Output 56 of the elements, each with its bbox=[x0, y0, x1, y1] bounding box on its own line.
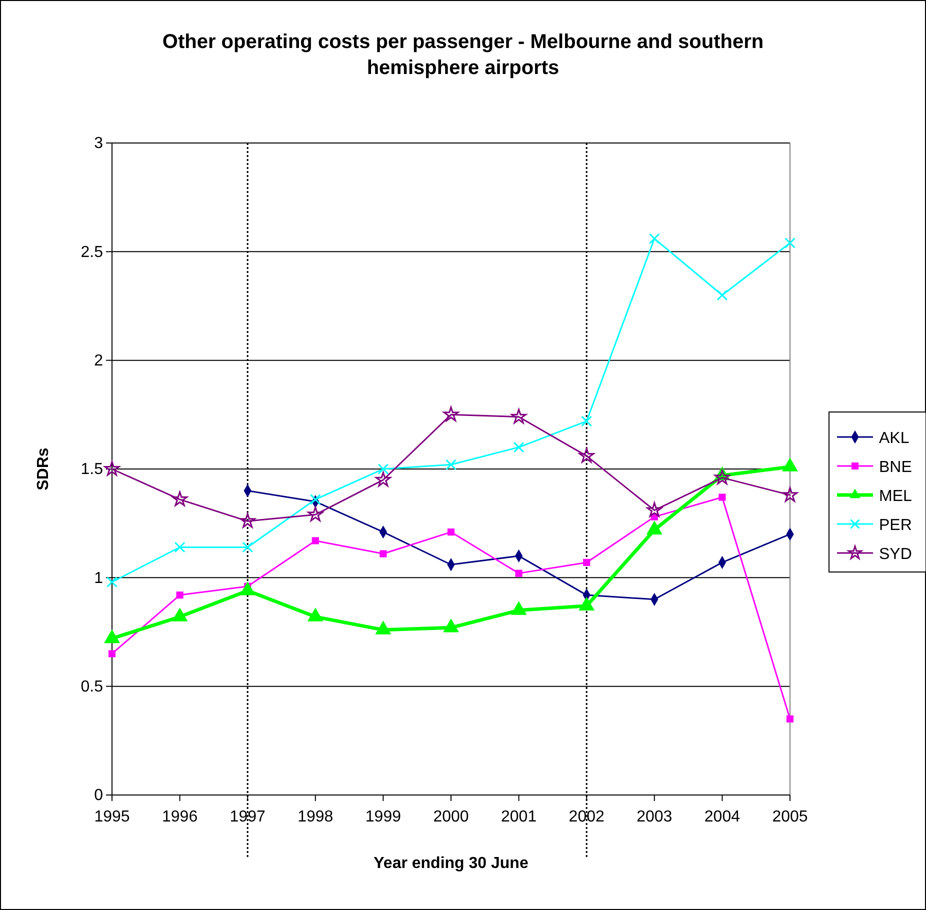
point bbox=[176, 592, 184, 599]
x-tick-label: 2003 bbox=[636, 808, 672, 826]
point bbox=[648, 233, 660, 244]
legend-label: PER bbox=[879, 517, 912, 534]
point bbox=[515, 570, 522, 577]
y-tick-label: 2 bbox=[94, 352, 104, 370]
x-tick-label: 2000 bbox=[433, 808, 469, 826]
point bbox=[583, 558, 590, 566]
x-axis-title: Year ending 30 June bbox=[374, 855, 528, 872]
point bbox=[443, 406, 459, 422]
x-tick-label: 2002 bbox=[568, 808, 604, 826]
point bbox=[310, 494, 321, 505]
point bbox=[312, 537, 319, 544]
point bbox=[104, 460, 120, 476]
point bbox=[714, 470, 730, 484]
point bbox=[718, 494, 726, 501]
y-tick-label: 0.5 bbox=[80, 678, 104, 696]
point bbox=[578, 448, 594, 463]
x-tick-label: 1998 bbox=[298, 808, 334, 826]
point bbox=[446, 459, 456, 470]
point bbox=[782, 487, 798, 502]
point bbox=[108, 650, 116, 658]
point bbox=[242, 542, 254, 553]
x-tick-label: 1999 bbox=[365, 808, 402, 826]
chart-title: Other operating costs per passenger - Melbourne and southern hemisphere airports bbox=[162, 31, 764, 79]
point bbox=[380, 550, 387, 558]
y-axis-title: SDRs bbox=[35, 448, 52, 490]
legend-label: MEL bbox=[879, 488, 912, 505]
x-tick-label: 2004 bbox=[704, 808, 740, 826]
point bbox=[784, 237, 796, 248]
point bbox=[174, 542, 186, 553]
y-tick-label: 0 bbox=[94, 787, 104, 804]
point bbox=[378, 464, 389, 474]
legend-label: AKL bbox=[879, 430, 910, 447]
x-tick-label: 2001 bbox=[501, 808, 537, 826]
point bbox=[172, 491, 188, 506]
y-tick-label: 1.5 bbox=[80, 461, 104, 478]
y-tick-label: 2.5 bbox=[80, 244, 104, 261]
point bbox=[581, 416, 592, 427]
point bbox=[646, 502, 662, 517]
point bbox=[240, 513, 256, 528]
x-tick-label: 2005 bbox=[772, 808, 808, 826]
point bbox=[375, 472, 391, 487]
x-tick-label: 1996 bbox=[162, 808, 198, 826]
point bbox=[786, 715, 794, 722]
x-tick-label: 1997 bbox=[230, 808, 266, 826]
point bbox=[308, 506, 324, 522]
y-tick-label: 3 bbox=[94, 135, 104, 152]
legend-label: SYD bbox=[879, 546, 912, 563]
point bbox=[716, 290, 728, 301]
y-tick-label: 1 bbox=[94, 570, 104, 587]
x-tick-label: 1995 bbox=[94, 808, 130, 826]
point bbox=[513, 442, 524, 453]
legend-label: BNE bbox=[879, 459, 912, 476]
point bbox=[511, 408, 527, 424]
point bbox=[447, 528, 455, 536]
